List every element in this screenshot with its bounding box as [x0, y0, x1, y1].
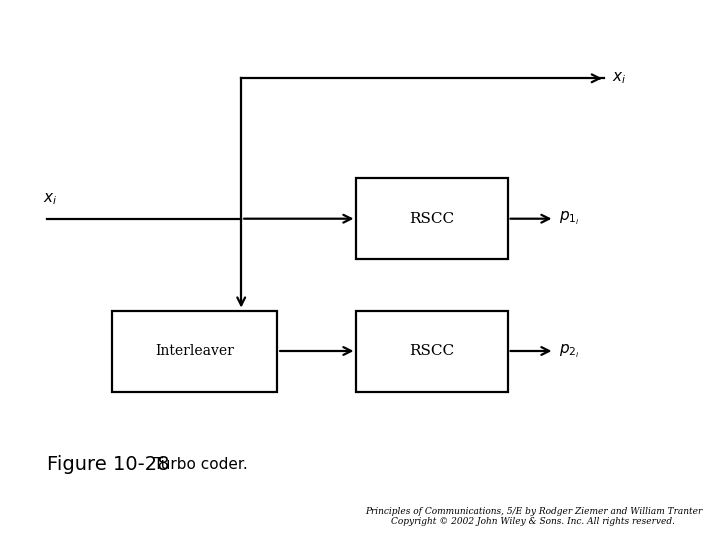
Text: Principles of Communications, 5/E by Rodger Ziemer and William Tranter
Copyright: Principles of Communications, 5/E by Rod… [365, 507, 702, 526]
Bar [356, 310, 508, 392]
Text: $x_i$: $x_i$ [612, 70, 626, 86]
Text: Interleaver: Interleaver [155, 344, 234, 358]
Text: $x_i$: $x_i$ [43, 191, 58, 207]
Text: Figure 10-28: Figure 10-28 [47, 455, 169, 474]
Text: $p_{2_i}$: $p_{2_i}$ [559, 342, 580, 360]
Text: RSCC: RSCC [410, 344, 454, 358]
Text: Turbo coder.: Turbo coder. [144, 457, 248, 472]
Bar [356, 178, 508, 259]
Bar [112, 310, 277, 392]
Text: $p_{1_i}$: $p_{1_i}$ [559, 210, 580, 227]
Text: RSCC: RSCC [410, 212, 454, 226]
